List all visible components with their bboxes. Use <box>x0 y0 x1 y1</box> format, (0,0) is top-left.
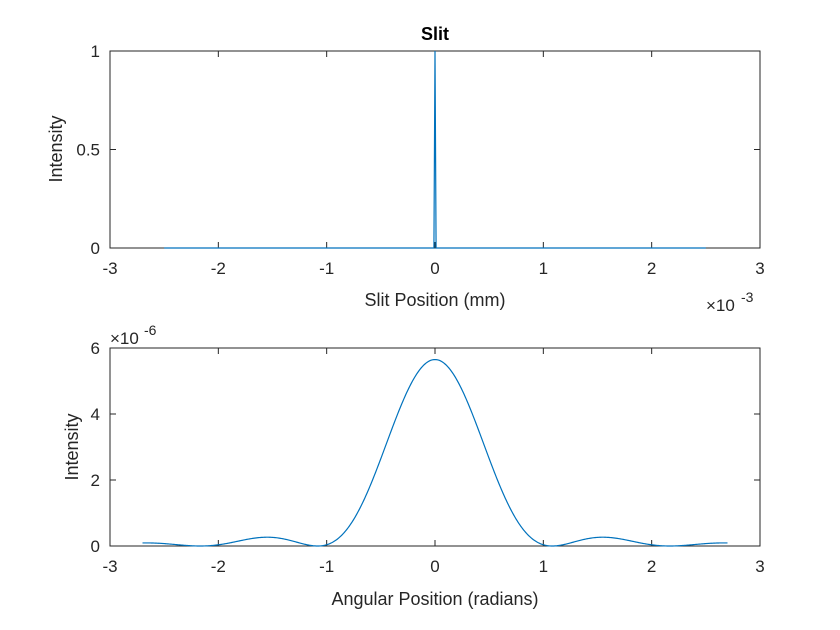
slit-plot: -3 -2 -1 0 1 2 3 00.51 Slit Slit Position (mm)… <box>46 24 765 315</box>
slit-x-tick-label: -3 <box>102 259 117 278</box>
diffraction-x-tick-label: 3 <box>755 557 764 576</box>
slit-x-axis-label: Slit Position (mm) <box>364 290 505 310</box>
slit-plot-title: Slit <box>421 24 449 44</box>
diffraction-x-tick-label: -2 <box>211 557 226 576</box>
slit-x-tick-label: 1 <box>539 259 548 278</box>
diffraction-x-tick-label: 0 <box>430 557 439 576</box>
diffraction-x-ticks: -3 -2 -1 0 1 2 3 <box>102 348 765 576</box>
diffraction-y-tick-label: 4 <box>91 405 100 424</box>
diffraction-y-axis-label: Intensity <box>62 413 82 480</box>
slit-y-tick-label: 0 <box>91 239 100 258</box>
slit-line <box>164 50 706 249</box>
slit-y-tick-label: 1 <box>91 42 100 61</box>
diffraction-line <box>142 358 728 547</box>
slit-y-tick-label: 0.5 <box>76 141 100 160</box>
slit-y-ticks: 00.51 <box>76 42 760 258</box>
slit-series <box>164 50 706 249</box>
diffraction-y-tick-label: 2 <box>91 471 100 490</box>
diffraction-x-axis-label: Angular Position (radians) <box>331 589 538 609</box>
diffraction-y-exponent: ×10 -6 <box>110 322 157 348</box>
slit-x-exponent-power: -3 <box>741 289 754 305</box>
diffraction-y-tick-label: 6 <box>91 339 100 358</box>
diffraction-plot-area <box>109 347 761 547</box>
diffraction-x-tick-label: -1 <box>319 557 334 576</box>
diffraction-y-exponent-base: ×10 <box>110 329 139 348</box>
diffraction-x-tick-label: 2 <box>647 557 656 576</box>
diffraction-x-tick-label: 1 <box>539 557 548 576</box>
slit-x-exponent-base: ×10 <box>706 296 735 315</box>
slit-x-tick-label: -2 <box>211 259 226 278</box>
slit-x-exponent: ×10 -3 <box>706 289 754 315</box>
diffraction-y-exponent-power: -6 <box>144 322 157 338</box>
slit-x-ticks: -3 -2 -1 0 1 2 3 <box>102 51 765 278</box>
slit-x-tick-label: 2 <box>647 259 656 278</box>
slit-y-axis-label: Intensity <box>46 115 66 182</box>
slit-x-tick-label: -1 <box>319 259 334 278</box>
diffraction-series <box>142 358 728 547</box>
slit-x-tick-label: 3 <box>755 259 764 278</box>
diffraction-y-tick-label: 0 <box>91 537 100 556</box>
diffraction-plot: -3 -2 -1 0 1 2 3 0 2 4 6 Angular Position (radian… <box>62 322 765 609</box>
slit-x-tick-label: 0 <box>430 259 439 278</box>
diffraction-x-tick-label: -3 <box>102 557 117 576</box>
diffraction-y-ticks: 0 2 4 6 <box>91 339 760 556</box>
